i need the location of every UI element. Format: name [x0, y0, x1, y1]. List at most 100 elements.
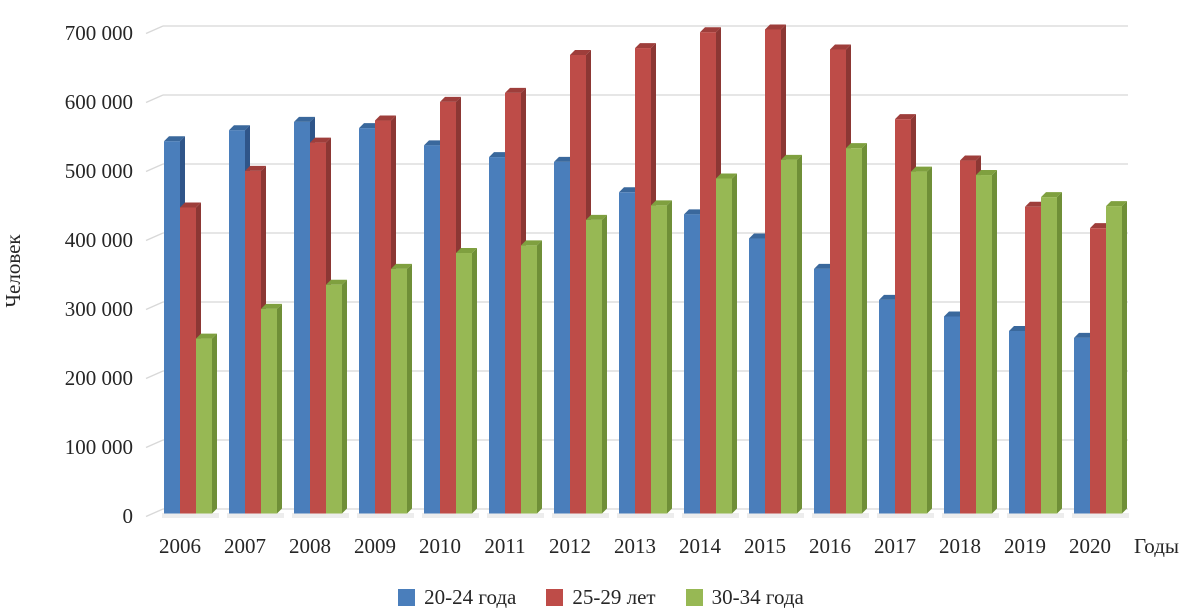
bar-2020-series-0 [1074, 337, 1090, 514]
legend-item-2: 30-34 года [685, 586, 804, 608]
bar-2016-series-1 [830, 49, 846, 514]
bar-shadow [422, 513, 479, 518]
bar-top-2020-0 [1074, 332, 1095, 338]
bar-shadow [682, 513, 739, 518]
legend-item-0: 20-24 года [398, 586, 516, 608]
y-tick-label: 100 000 [65, 435, 133, 459]
x-tick-label: 2007 [224, 534, 266, 558]
y-tick-label: 0 [123, 504, 134, 528]
bar-top-2006-0 [164, 136, 185, 142]
bar-top-2013-0 [619, 187, 640, 193]
bar-2010-series-1 [440, 101, 456, 514]
bar-2006-series-1 [180, 207, 196, 514]
bar-top-2007-0 [229, 125, 250, 131]
bar-2011-series-2 [521, 245, 537, 514]
bar-2009-series-0 [359, 128, 375, 514]
bar-top-2020-2 [1106, 201, 1127, 207]
bar-2013-series-0 [619, 192, 635, 514]
x-tick-label: 2019 [1004, 534, 1046, 558]
x-axis-title: Годы [1134, 534, 1179, 558]
bar-top-2015-0 [749, 233, 770, 239]
bar-side-2016-2 [862, 143, 867, 514]
bar-top-2011-0 [489, 152, 510, 158]
bar-top-2011-2 [521, 240, 542, 246]
bar-top-2015-1 [765, 24, 786, 30]
bar-2017-series-1 [895, 119, 911, 514]
bar-top-2013-1 [635, 43, 656, 49]
x-tick-label: 2020 [1069, 534, 1111, 558]
bar-2014-series-2 [716, 178, 732, 514]
bar-2016-series-2 [846, 148, 862, 514]
x-tick-label: 2015 [744, 534, 786, 558]
bar-shadow [617, 513, 674, 518]
bar-2011-series-1 [505, 92, 521, 514]
bar-top-2007-1 [245, 165, 266, 171]
bar-2010-series-2 [456, 253, 472, 514]
legend-label: 25-29 лет [572, 585, 656, 609]
y-axis-title: Человек [1, 234, 25, 308]
x-tick-label: 2014 [679, 534, 722, 558]
bar-2018-series-0 [944, 316, 960, 514]
bar-shadow [227, 513, 284, 518]
x-tick-label: 2009 [354, 534, 396, 558]
bar-top-2017-1 [895, 114, 916, 120]
bar-2014-series-0 [684, 214, 700, 514]
bar-2020-series-1 [1090, 228, 1106, 514]
bar-shadow [552, 513, 609, 518]
gridline-bevel [145, 25, 164, 35]
bar-shadow [1072, 513, 1129, 518]
bar-2013-series-1 [635, 48, 651, 514]
bar-2013-series-2 [651, 205, 667, 514]
bar-2007-series-0 [229, 130, 245, 514]
bar-2006-series-0 [164, 141, 180, 514]
bar-2007-series-1 [245, 170, 261, 514]
bar-shadow [747, 513, 804, 518]
bar-shadow [487, 513, 544, 518]
bar-2018-series-2 [976, 175, 992, 514]
bar-shadow [162, 513, 219, 518]
gridline-bevel [145, 163, 164, 173]
bar-2017-series-2 [911, 171, 927, 514]
bar-top-2012-0 [554, 156, 575, 162]
bar-2014-series-1 [700, 32, 716, 514]
bar-top-2019-0 [1009, 325, 1030, 331]
legend-swatch [546, 588, 564, 606]
bar-top-2018-1 [960, 155, 981, 161]
bar-shadow [1007, 513, 1064, 518]
bar-side-2006-2 [212, 333, 217, 514]
bar-top-2018-0 [944, 311, 965, 317]
legend-swatch [685, 588, 703, 606]
bar-top-2017-2 [911, 166, 932, 172]
bar-top-2018-2 [976, 170, 997, 176]
bar-top-2020-1 [1090, 223, 1111, 229]
legend-item-1: 25-29 лет [546, 585, 656, 609]
x-tick-label: 2008 [289, 534, 331, 558]
bar-top-2010-0 [424, 140, 445, 146]
bar-top-2015-2 [781, 154, 802, 160]
bar-2010-series-0 [424, 145, 440, 514]
bar-shadow [877, 513, 934, 518]
bar-side-2012-2 [602, 214, 607, 514]
gridline-bevel [145, 232, 164, 242]
bar-shadow [292, 513, 349, 518]
gridline-bevel [145, 370, 164, 380]
gridline-bevel [145, 301, 164, 311]
bar-2007-series-2 [261, 308, 277, 514]
y-tick-label: 400 000 [65, 228, 133, 252]
bar-top-2009-1 [375, 115, 396, 121]
bar-top-2012-2 [586, 214, 607, 220]
bar-top-2014-0 [684, 209, 705, 215]
bar-top-2017-0 [879, 294, 900, 300]
bar-side-2019-2 [1057, 192, 1062, 514]
bar-top-2013-2 [651, 200, 672, 206]
y-tick-label: 700 000 [65, 21, 133, 45]
bar-2011-series-0 [489, 157, 505, 514]
bar-side-2013-2 [667, 200, 672, 514]
bar-side-2020-2 [1122, 201, 1127, 514]
y-tick-label: 500 000 [65, 159, 133, 183]
bar-top-2009-0 [359, 123, 380, 129]
bar-top-2019-2 [1041, 192, 1062, 198]
bar-2009-series-2 [391, 268, 407, 514]
